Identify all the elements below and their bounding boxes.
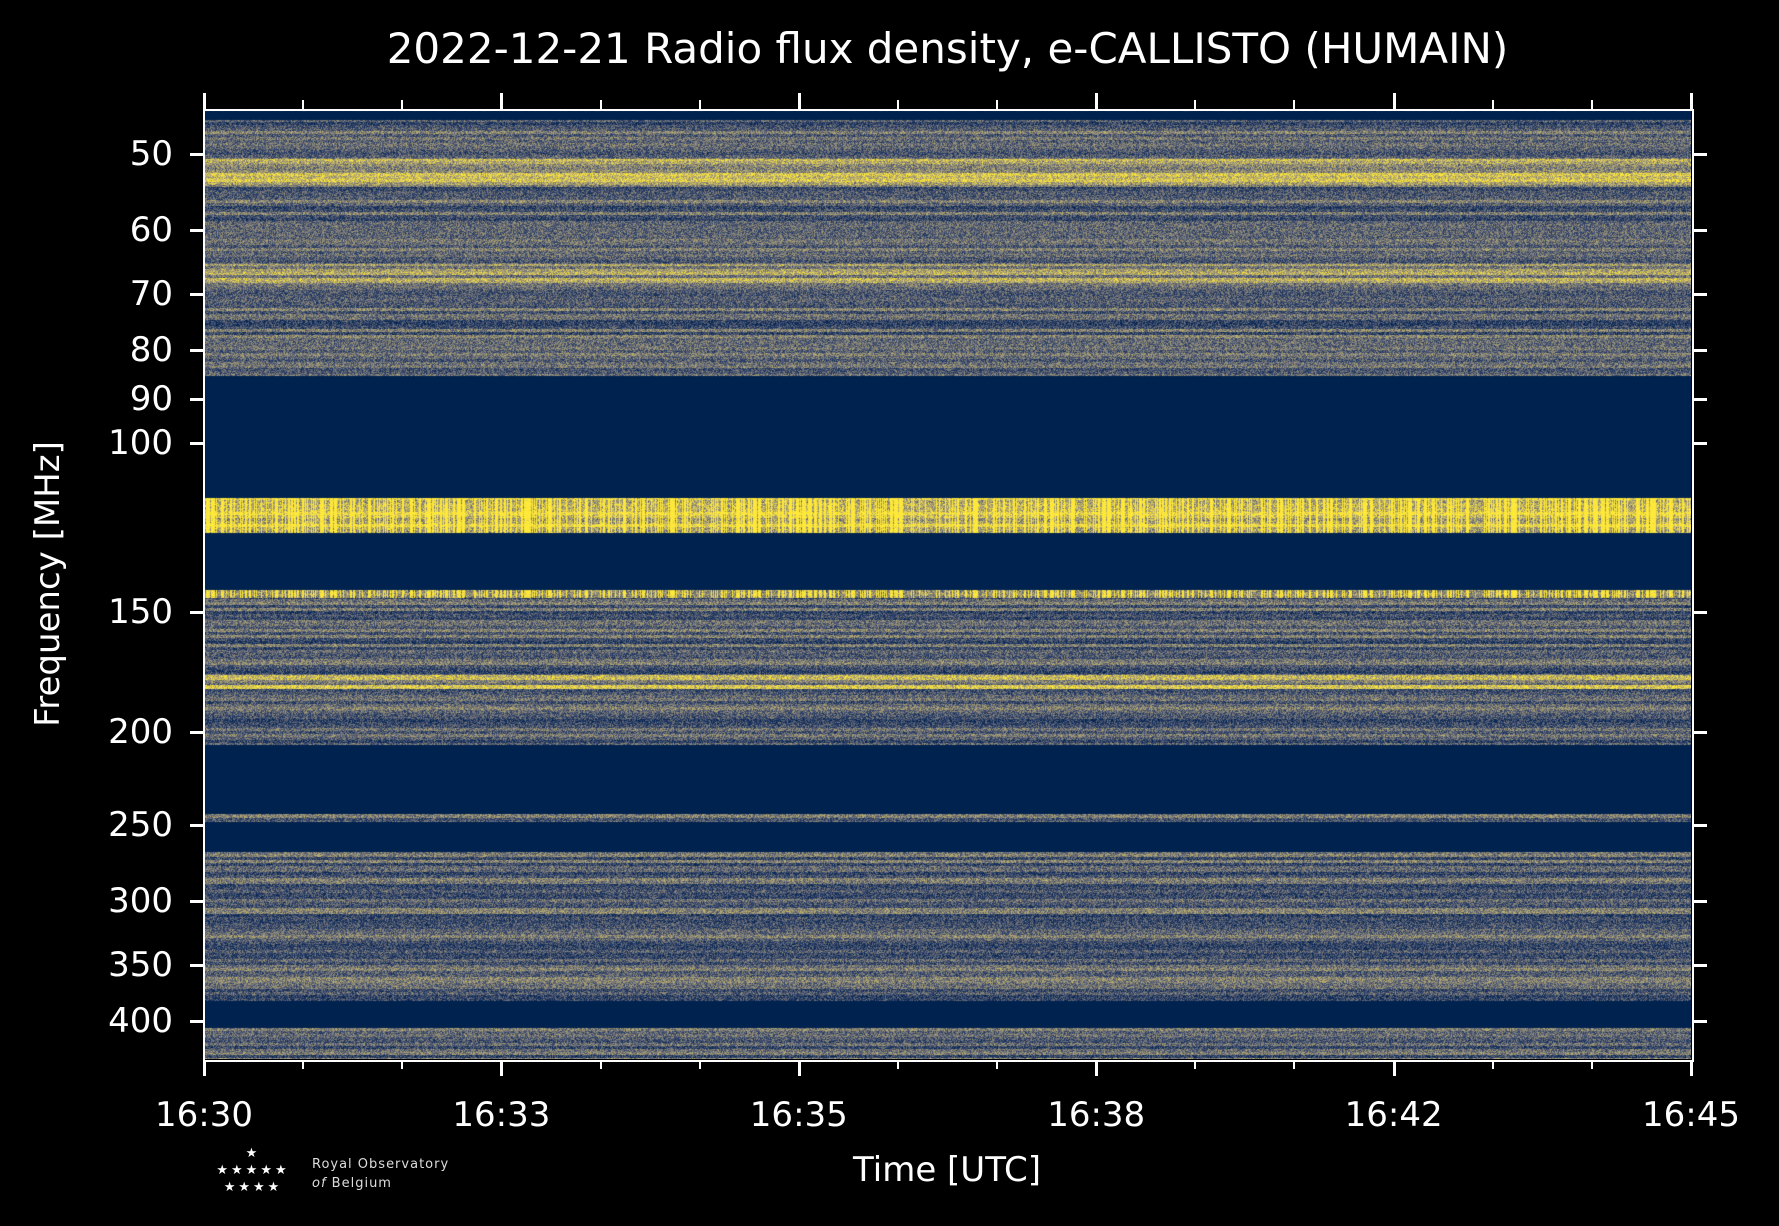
- logo-line2: Belgium: [331, 1176, 392, 1191]
- x-tick-mark-top: [797, 93, 801, 109]
- stars-logo-icon: ★ ★★★★★ ★★★★: [216, 1146, 290, 1195]
- y-tick-mark-right: [1693, 442, 1707, 445]
- x-minor-tick: [302, 1060, 305, 1069]
- spectrogram-plot-area: [204, 110, 1691, 1059]
- y-tick-label: 60: [129, 209, 173, 250]
- y-tick-label: 90: [129, 379, 173, 420]
- y-tick-label: 100: [108, 423, 173, 463]
- y-tick-mark: [190, 442, 204, 445]
- x-minor-tick-top: [698, 100, 701, 109]
- y-tick-label: 400: [108, 1001, 173, 1042]
- y-tick-mark-right: [1693, 611, 1707, 615]
- x-minor-tick-top: [1194, 100, 1197, 109]
- x-minor-tick: [599, 1060, 602, 1069]
- x-axis-label: Time [UTC]: [853, 1150, 1041, 1190]
- y-tick-label: 50: [129, 133, 173, 174]
- y-axis-label: Frequency [MHz]: [28, 441, 68, 727]
- logo-of: of: [312, 1176, 327, 1191]
- y-tick-label: 80: [129, 329, 173, 370]
- x-minor-tick: [996, 1060, 999, 1069]
- y-tick-mark: [190, 152, 204, 156]
- y-tick-mark-right: [1693, 1020, 1707, 1024]
- y-tick-mark-right: [1693, 228, 1707, 232]
- y-tick-mark: [190, 1020, 204, 1024]
- x-tick-mark: [797, 1060, 801, 1076]
- x-tick-mark-top: [203, 93, 206, 109]
- x-minor-tick: [1194, 1060, 1197, 1069]
- x-tick-mark-top: [1095, 93, 1099, 109]
- x-minor-tick-top: [996, 100, 999, 109]
- y-tick-mark-right: [1693, 348, 1707, 352]
- x-tick-label: 16:35: [749, 1095, 848, 1135]
- x-minor-tick-top: [302, 100, 305, 109]
- y-tick-mark-right: [1693, 824, 1707, 828]
- x-tick-mark: [1392, 1060, 1396, 1076]
- x-tick-mark: [203, 1060, 206, 1076]
- x-tick-label: 16:45: [1642, 1095, 1740, 1135]
- x-minor-tick: [1590, 1060, 1593, 1069]
- y-tick-label: 150: [108, 592, 173, 633]
- y-tick-mark: [190, 731, 204, 735]
- y-tick-label: 300: [108, 881, 173, 922]
- y-tick-mark: [190, 900, 204, 904]
- x-tick-mark-top: [1392, 93, 1396, 109]
- x-tick-label: 16:33: [452, 1095, 551, 1135]
- y-tick-mark-right: [1693, 293, 1707, 297]
- y-tick-mark: [190, 398, 204, 402]
- x-minor-tick-top: [1293, 100, 1296, 109]
- x-tick-label: 16:30: [155, 1095, 253, 1135]
- y-tick-mark: [190, 228, 204, 232]
- x-tick-mark: [1690, 1060, 1693, 1076]
- x-minor-tick-top: [1590, 100, 1593, 109]
- x-minor-tick: [698, 1060, 701, 1069]
- x-tick-mark-top: [500, 93, 504, 109]
- y-tick-mark: [190, 611, 204, 615]
- x-tick-mark: [1095, 1060, 1099, 1076]
- x-tick-mark-top: [1690, 93, 1693, 109]
- x-minor-tick: [1293, 1060, 1296, 1069]
- chart-title: 2022-12-21 Radio flux density, e-CALLIST…: [386, 24, 1509, 73]
- logo-line1: Royal Observatory: [312, 1157, 450, 1172]
- y-tick-mark-right: [1693, 900, 1707, 904]
- x-minor-tick-top: [401, 100, 404, 109]
- spectrogram-heatmap: [204, 110, 1691, 1059]
- y-tick-label: 70: [129, 274, 173, 315]
- x-minor-tick: [896, 1060, 899, 1069]
- y-tick-mark: [190, 824, 204, 828]
- y-tick-mark: [190, 348, 204, 352]
- x-minor-tick-top: [896, 100, 899, 109]
- royal-observatory-logo: ★ ★★★★★ ★★★★ Royal Observatory of Belgium: [210, 1145, 460, 1195]
- x-tick-label: 16:42: [1344, 1095, 1443, 1135]
- y-tick-label: 350: [108, 945, 173, 986]
- y-tick-mark-right: [1693, 152, 1707, 156]
- x-tick-label: 16:38: [1047, 1095, 1146, 1135]
- x-minor-tick-top: [1491, 100, 1494, 109]
- y-tick-mark: [190, 293, 204, 297]
- y-tick-mark: [190, 964, 204, 968]
- y-tick-label: 250: [108, 805, 173, 846]
- x-minor-tick-top: [599, 100, 602, 109]
- x-minor-tick: [401, 1060, 404, 1069]
- x-minor-tick: [1491, 1060, 1494, 1069]
- y-tick-label: 200: [108, 712, 173, 753]
- y-tick-mark-right: [1693, 398, 1707, 402]
- y-tick-mark-right: [1693, 964, 1707, 968]
- x-tick-mark: [500, 1060, 504, 1076]
- y-tick-mark-right: [1693, 731, 1707, 735]
